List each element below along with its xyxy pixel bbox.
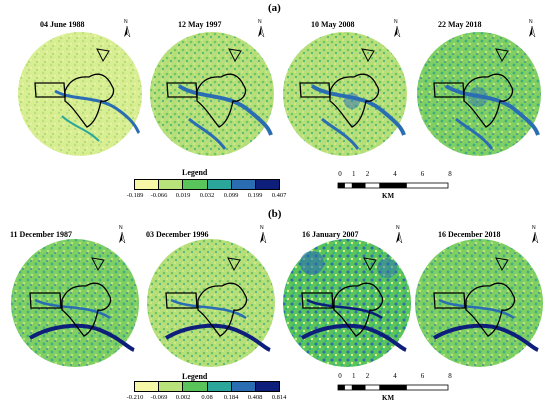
legend-value: 0.199 xyxy=(247,192,263,199)
north-arrow-icon: N xyxy=(394,225,404,244)
ndvi-map xyxy=(283,239,411,367)
map-title: 16 December 2018 xyxy=(438,230,501,239)
map-title: 10 May 2008 xyxy=(311,20,355,29)
legend-value: -0.189 xyxy=(126,192,144,199)
scale-ticks: 0 1 2 4 6 8 xyxy=(338,170,452,180)
legend-value: -0.210 xyxy=(126,394,144,401)
legend-values: -0.189 -0.066 0.019 0.032 0.099 0.199 0.407 xyxy=(123,192,291,199)
legend-value: 0.08 xyxy=(201,394,213,401)
ndvi-map xyxy=(18,32,142,156)
scale-tick-label: 2 xyxy=(365,170,370,178)
legend-swatch xyxy=(135,180,160,189)
legend-title: Legend xyxy=(182,168,208,177)
ndvi-map xyxy=(11,239,139,367)
map-title: 22 May 2018 xyxy=(438,20,482,29)
scale-tick-label: 1 xyxy=(352,372,356,380)
legend-value: 0.002 xyxy=(175,394,191,401)
legend-swatch xyxy=(231,382,256,391)
legend-value: 0.019 xyxy=(175,192,191,199)
ndvi-map xyxy=(415,239,543,367)
ndvi-map xyxy=(150,32,274,156)
legend-value: -0.066 xyxy=(150,192,168,199)
scale-bar xyxy=(337,384,449,391)
panel-label-b: (b) xyxy=(268,208,282,220)
north-arrow-icon: N xyxy=(392,19,402,38)
north-arrow-icon: N xyxy=(256,19,266,38)
panel-label-a: (a) xyxy=(268,2,281,14)
scale-tick-label: 1 xyxy=(352,170,356,178)
legend-value: 0.099 xyxy=(223,192,239,199)
legend-color-bar xyxy=(134,179,280,190)
scale-unit: KM xyxy=(382,192,395,200)
scale-tick-label: 6 xyxy=(420,372,425,380)
scale-tick-label: 0 xyxy=(338,170,342,178)
scale-tick-label: 4 xyxy=(393,372,397,380)
legend-swatch xyxy=(207,180,232,189)
ndvi-map xyxy=(283,32,407,156)
scale-tick-label: 0 xyxy=(338,372,342,380)
legend-values: -0.210 -0.069 0.002 0.08 0.184 0.408 0.814 xyxy=(123,394,291,401)
map-title: 16 January 2007 xyxy=(302,230,359,239)
map-title: 04 June 1988 xyxy=(40,20,85,29)
legend-value: 0.814 xyxy=(271,394,287,401)
north-arrow-icon: N xyxy=(258,225,268,244)
legend-swatch xyxy=(135,382,160,391)
ndvi-map xyxy=(417,32,541,156)
legend-title: Legend xyxy=(182,372,208,381)
legend-swatch xyxy=(231,180,256,189)
legend-swatch xyxy=(207,382,232,391)
legend-value: 0.032 xyxy=(199,192,215,199)
map-title: 03 December 1996 xyxy=(146,230,209,239)
legend-swatch xyxy=(255,180,280,189)
scale-unit: KM xyxy=(382,394,395,402)
scale-tick-label: 8 xyxy=(448,372,452,380)
legend-value: 0.184 xyxy=(223,394,239,401)
legend-swatch xyxy=(183,180,208,189)
map-title: 12 May 1997 xyxy=(178,20,222,29)
legend-value: 0.407 xyxy=(271,192,287,199)
map-title: 11 December 1987 xyxy=(10,230,73,239)
north-arrow-icon: N xyxy=(122,19,132,38)
scale-bar xyxy=(337,182,449,189)
north-arrow-icon: N xyxy=(527,19,537,38)
legend-value: 0.408 xyxy=(247,394,263,401)
legend-color-bar xyxy=(134,381,280,392)
legend-swatch xyxy=(159,382,184,391)
north-arrow-icon: N xyxy=(117,225,127,244)
legend-swatch xyxy=(183,382,208,391)
legend-swatch xyxy=(255,382,280,391)
scale-tick-label: 4 xyxy=(393,170,397,178)
ndvi-map xyxy=(147,239,275,367)
north-arrow-icon: N xyxy=(530,225,540,244)
scale-tick-label: 6 xyxy=(420,170,425,178)
scale-tick-label: 2 xyxy=(365,372,370,380)
legend-swatch xyxy=(159,180,184,189)
scale-tick-label: 8 xyxy=(448,170,452,178)
scale-ticks: 0 1 2 4 6 8 xyxy=(338,372,452,382)
legend-value: -0.069 xyxy=(150,394,168,401)
